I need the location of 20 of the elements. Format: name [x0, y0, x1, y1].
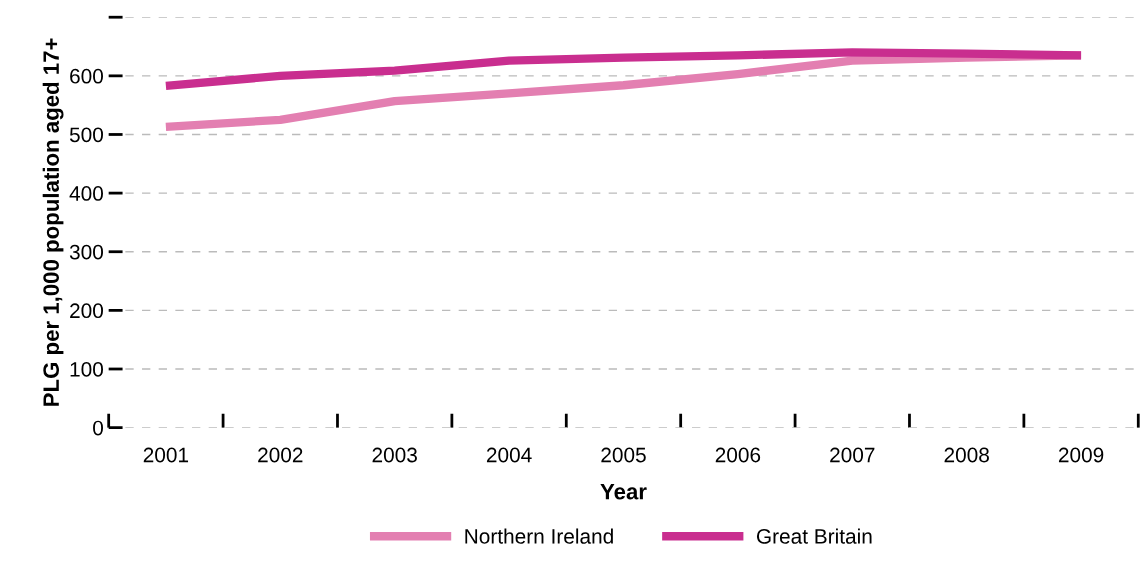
- x-tick-label: 2003: [372, 447, 417, 463]
- y-tick-label: 0: [93, 420, 104, 436]
- x-tick-label: 2008: [944, 447, 989, 463]
- x-tick-label: 2004: [486, 447, 532, 463]
- legend-label: Great Britain: [756, 528, 872, 544]
- legend-label: Northern Ireland: [465, 528, 613, 544]
- y-tick-label: 600: [70, 68, 104, 84]
- x-tick-label: 2001: [143, 447, 189, 463]
- x-axis-title: Year: [600, 483, 647, 500]
- x-tick-label: 2009: [1058, 447, 1104, 463]
- y-tick-label: 400: [69, 186, 104, 201]
- x-tick-label: 2005: [601, 447, 646, 463]
- y-tick-label: 200: [70, 303, 104, 319]
- x-tick-label: 2007: [830, 447, 875, 463]
- y-tick-label: 500: [69, 127, 104, 143]
- x-tick-label: 2006: [715, 447, 761, 463]
- y-axis-title: PLG per 1,000 population aged 17+: [42, 38, 64, 406]
- y-tick-label: 300: [69, 244, 104, 260]
- y-tick-label: 100: [70, 362, 104, 377]
- x-tick-label: 2002: [258, 447, 303, 463]
